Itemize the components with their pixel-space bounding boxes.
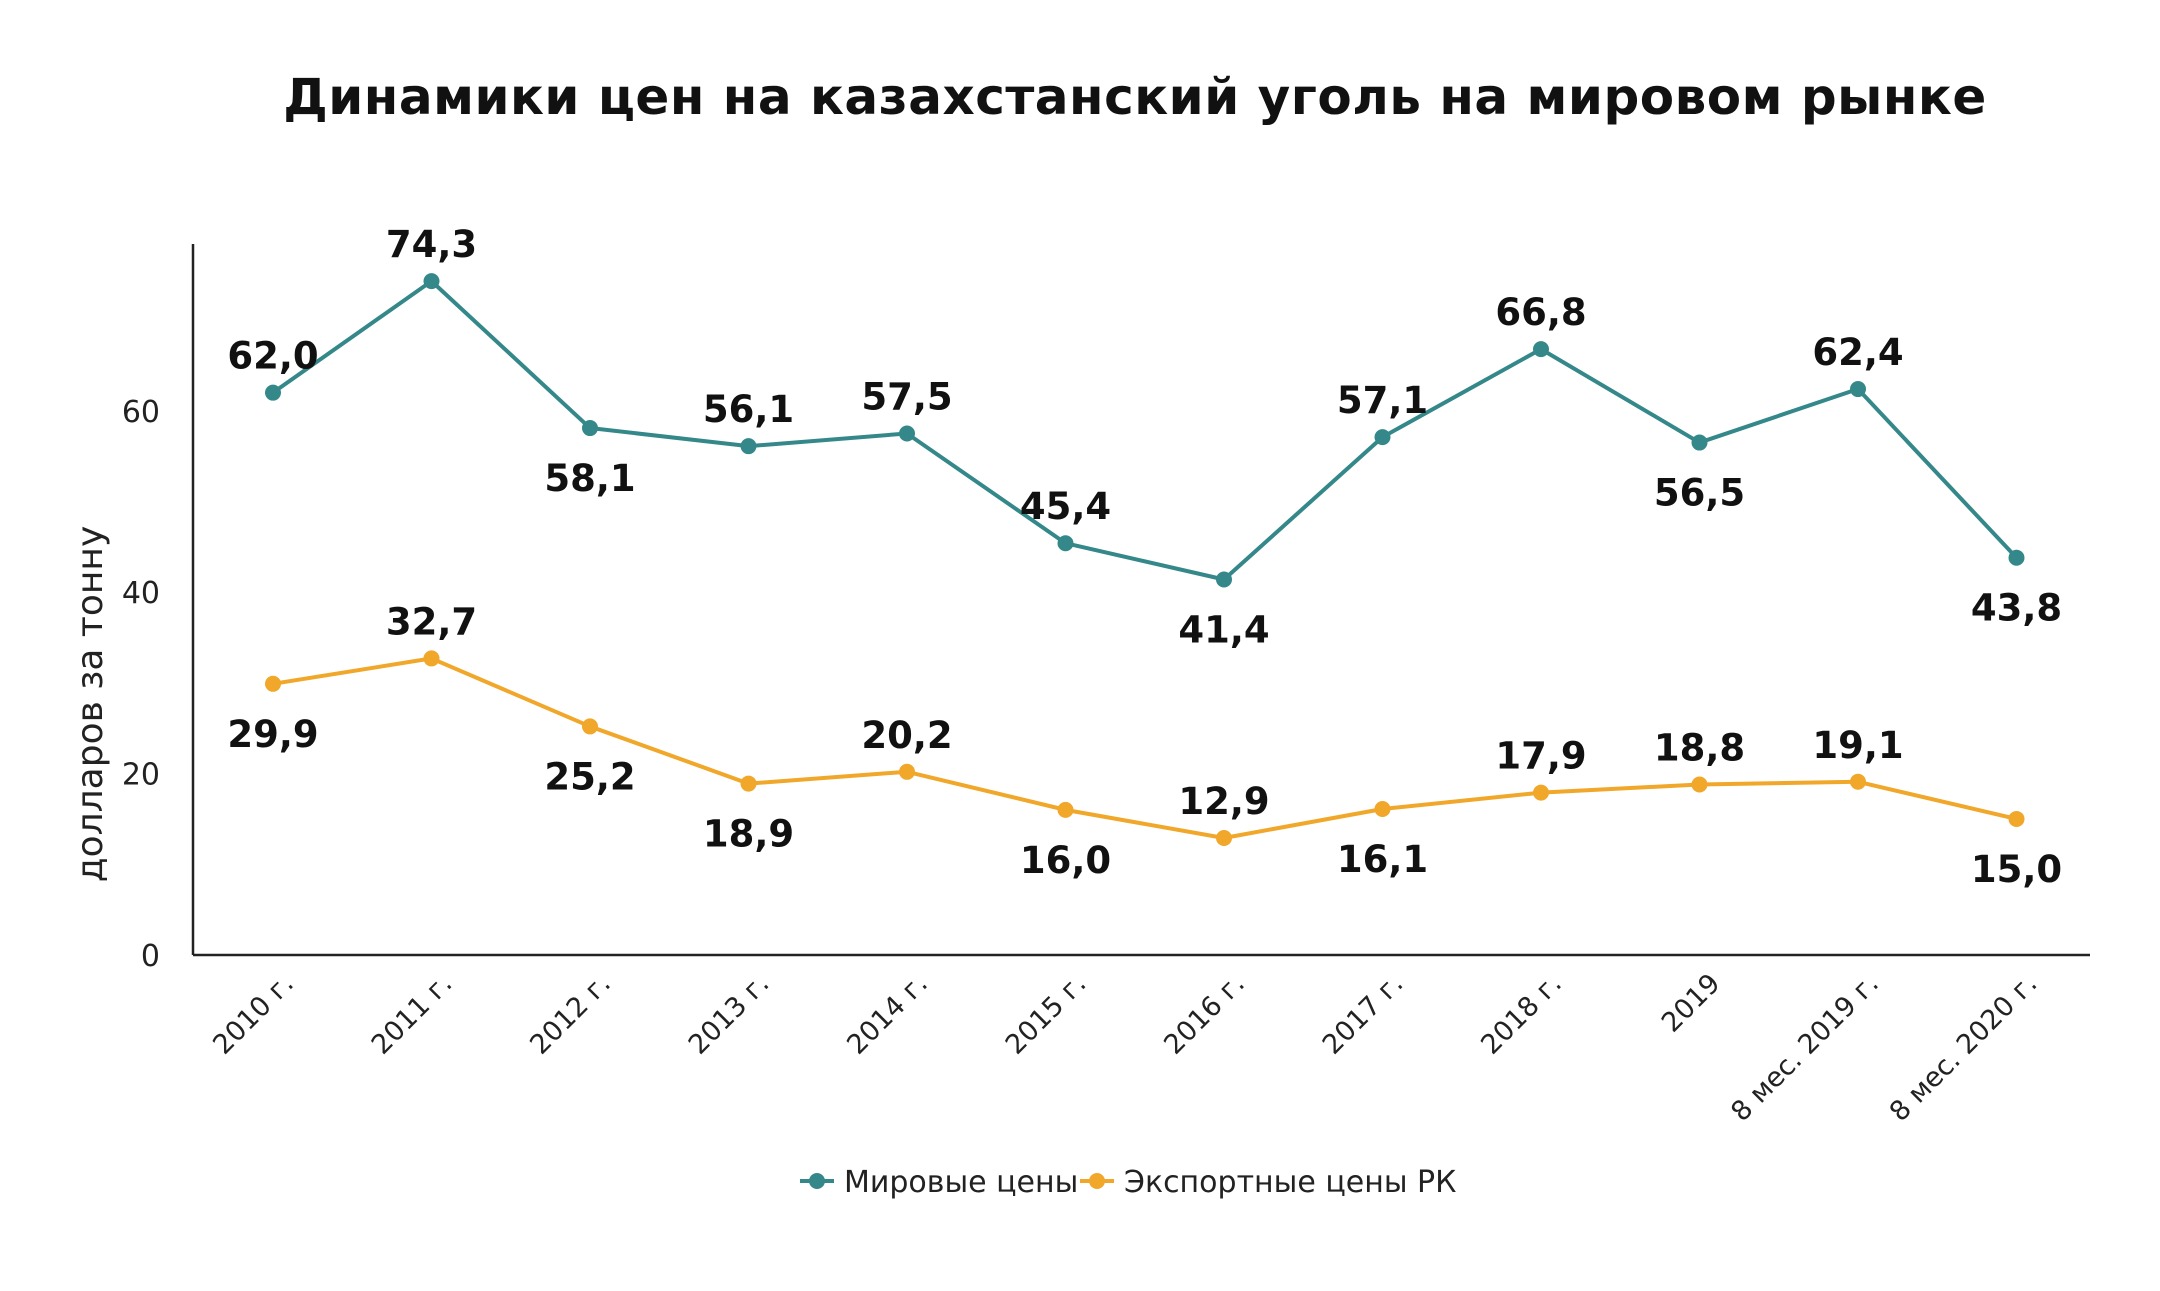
x-tick-label: 2018 г.	[1475, 968, 1568, 1061]
data-label: 18,9	[703, 813, 794, 856]
series-line	[271, 279, 2018, 582]
legend-item: Экспортные цены РК	[1080, 1165, 1456, 1200]
data-point	[265, 675, 281, 692]
y-tick-labels: 0 20 40 60	[122, 395, 160, 974]
data-label: 25,2	[544, 755, 635, 798]
legend: Мировые цены Экспортные цены РК	[800, 1165, 1456, 1200]
x-tick-label: 2013 г.	[683, 968, 776, 1061]
x-tick-label: 2015 г.	[1000, 968, 1093, 1061]
data-label: 43,8	[1971, 587, 2062, 630]
y-tick-label: 0	[141, 939, 160, 974]
x-tick-label: 2011 г.	[366, 968, 459, 1061]
y-tick-label: 20	[122, 758, 160, 793]
data-label: 32,7	[386, 600, 477, 643]
y-tick-label: 60	[122, 395, 160, 430]
data-label: 16,0	[1020, 839, 1111, 882]
data-point	[1533, 341, 1549, 358]
legend-item: Мировые цены	[800, 1165, 1078, 1200]
series-2	[265, 650, 2025, 846]
data-label: 19,1	[1812, 724, 1903, 767]
data-point	[1216, 571, 1232, 588]
data-point	[1374, 800, 1391, 817]
data-label: 15,0	[1971, 848, 2062, 891]
x-tick-label: 2012 г.	[524, 968, 617, 1061]
data-label: 57,1	[1337, 379, 1428, 422]
data-label: 56,5	[1654, 472, 1745, 515]
data-label: 12,9	[1178, 780, 1269, 823]
data-point	[423, 650, 440, 667]
series-1	[265, 273, 2025, 588]
data-point	[1057, 535, 1074, 552]
data-point	[1691, 776, 1708, 793]
legend-marker	[809, 1173, 825, 1189]
data-point	[1216, 829, 1232, 846]
y-tick-label: 40	[122, 576, 160, 611]
data-point	[899, 763, 915, 780]
data-label: 74,3	[386, 223, 477, 266]
data-point	[740, 775, 757, 792]
series-layer	[265, 273, 2025, 846]
data-point	[582, 420, 598, 437]
data-label: 66,8	[1495, 291, 1586, 334]
data-label: 58,1	[544, 457, 635, 500]
data-labels: 62,0 74,3 58,1 56,1 57,5 45,4 41,4 57,1 66,8 56,5…	[227, 223, 2062, 891]
legend-label: Мировые цены	[844, 1165, 1078, 1200]
x-tick-label: 2017 г.	[1317, 968, 1410, 1061]
x-tick-labels: 2010 г. 2011 г. 2012 г. 2013 г. 2014 г. 2015 …	[207, 968, 2043, 1128]
data-point	[1374, 429, 1391, 446]
x-tick-label: 8 мес. 2020 г.	[1884, 968, 2044, 1128]
chart-title: Динамики цен на казахстанский уголь на м…	[283, 68, 1987, 126]
x-tick-label: 2014 г.	[841, 968, 934, 1061]
x-tick-label: 2019	[1656, 968, 1727, 1039]
data-point	[2008, 810, 2025, 827]
data-point	[1850, 773, 1866, 790]
data-label: 62,0	[227, 335, 318, 378]
data-label: 20,2	[861, 714, 952, 757]
data-label: 41,4	[1178, 609, 1269, 652]
data-label: 56,1	[703, 388, 794, 431]
data-label: 45,4	[1020, 485, 1111, 528]
x-tick-label: 8 мес. 2019 г.	[1725, 968, 1885, 1128]
data-point	[1057, 801, 1074, 818]
data-point	[1850, 381, 1866, 398]
data-point	[582, 718, 598, 735]
x-tick-label: 2010 г.	[207, 968, 300, 1061]
data-point	[1691, 434, 1708, 451]
data-point	[740, 438, 757, 455]
data-label: 62,4	[1812, 331, 1903, 374]
data-label: 16,1	[1337, 838, 1428, 881]
data-point	[1533, 784, 1549, 801]
data-point	[423, 273, 440, 290]
data-point	[899, 425, 915, 442]
data-label: 57,5	[861, 375, 952, 418]
series-line	[272, 656, 2017, 840]
legend-label: Экспортные цены РК	[1124, 1165, 1456, 1200]
data-point	[265, 384, 281, 401]
y-axis-label: долларов за тонну	[70, 526, 111, 883]
legend-marker	[1089, 1173, 1105, 1189]
data-label: 18,8	[1654, 726, 1745, 769]
x-tick-label: 2016 г.	[1158, 968, 1251, 1061]
data-label: 17,9	[1495, 735, 1586, 778]
data-label: 29,9	[227, 713, 318, 756]
data-point	[2008, 549, 2025, 566]
